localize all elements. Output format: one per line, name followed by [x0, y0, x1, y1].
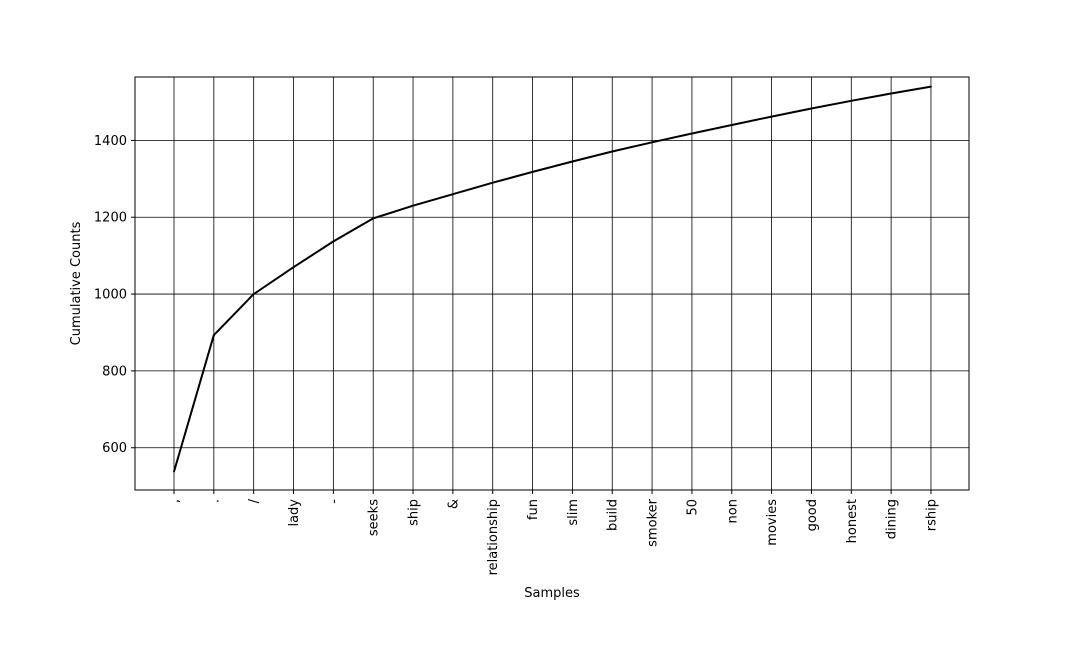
data-point — [292, 266, 295, 269]
x-tick-label: / — [247, 498, 262, 503]
x-tick-label: rship — [924, 499, 939, 531]
data-point — [372, 217, 375, 220]
x-tick-label: dining — [885, 499, 900, 539]
grid-lines — [135, 77, 969, 490]
series-line — [173, 85, 932, 472]
data-point — [531, 170, 534, 173]
y-axis: 600 800 1000 1200 1400 — [94, 134, 135, 456]
x-tick-label: smoker — [646, 498, 661, 546]
data-point — [173, 470, 175, 473]
data-point — [850, 99, 853, 102]
data-point — [571, 160, 574, 163]
x-tick-label: relationship — [486, 499, 501, 575]
x-axis-label: Samples — [524, 586, 580, 601]
x-tick-label: , — [168, 499, 183, 503]
series-layer — [173, 85, 932, 473]
data-point — [930, 85, 932, 88]
plot-area-frame — [134, 76, 970, 491]
y-tick-label: 1000 — [94, 288, 127, 303]
data-point — [890, 92, 893, 95]
x-tick-label: - — [327, 499, 342, 504]
x-tick-label: build — [606, 499, 621, 531]
y-tick-label: 800 — [102, 364, 127, 379]
data-point — [810, 107, 813, 110]
data-point — [691, 132, 693, 135]
data-point — [491, 181, 494, 184]
y-axis-label: Cumulative Counts — [69, 221, 84, 345]
x-tick-label: good — [805, 499, 820, 531]
data-point — [332, 240, 335, 243]
data-point — [730, 124, 733, 126]
x-tick-label: fun — [526, 499, 541, 520]
y-tick-label: 1200 — [94, 211, 127, 226]
x-axis: ,. / lady - seeks ship & relationship fun slim bui… — [168, 490, 939, 575]
x-tick-label: & — [446, 499, 461, 509]
data-point — [611, 150, 614, 153]
data-point — [252, 293, 255, 295]
x-tick-label: movies — [765, 499, 780, 546]
data-point — [770, 115, 773, 118]
x-tick-label: seeks — [367, 499, 382, 536]
x-tick-label: ship — [407, 499, 422, 526]
y-tick-label: 600 — [102, 441, 127, 456]
data-point — [451, 193, 454, 196]
data-point — [212, 334, 215, 337]
x-tick-label: 50 — [685, 499, 700, 516]
x-tick-label: honest — [845, 499, 860, 543]
x-tick-label: lady — [287, 499, 302, 527]
x-tick-label: non — [725, 499, 740, 523]
x-tick-label: slim — [566, 499, 581, 526]
y-tick-label: 1400 — [94, 134, 127, 149]
data-point — [651, 141, 653, 144]
data-point — [412, 204, 414, 207]
x-tick-label: . — [207, 499, 222, 503]
